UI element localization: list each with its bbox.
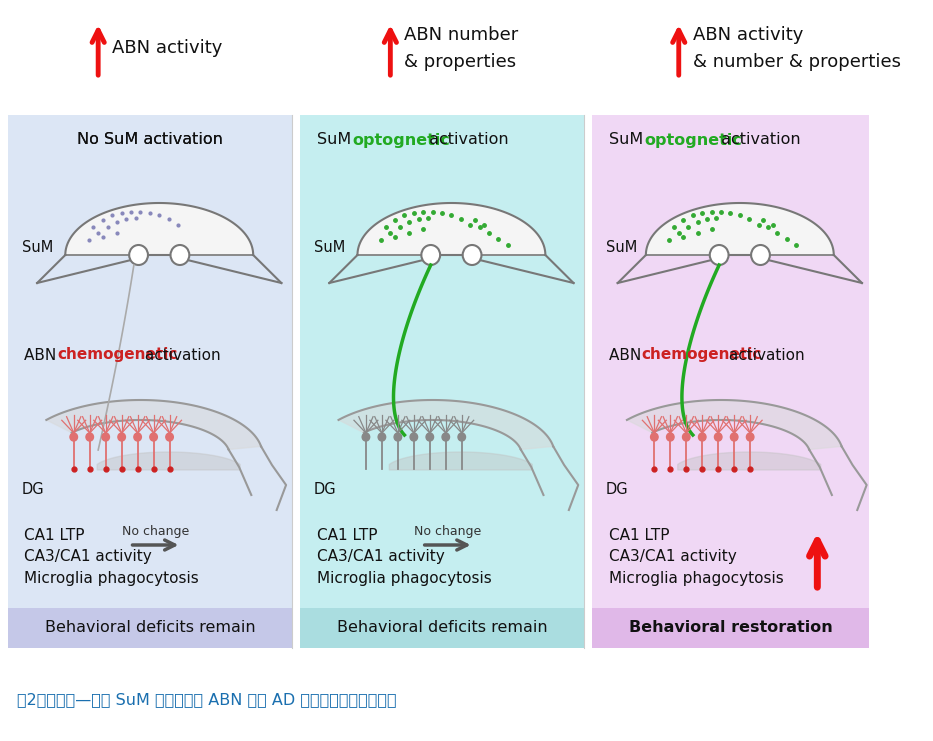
Text: ABN activity: ABN activity [112,39,223,57]
Text: ABN: ABN [608,348,646,362]
Text: SuM: SuM [316,133,356,147]
Bar [299,127,584,152]
Circle shape [746,433,754,441]
Circle shape [411,433,418,441]
Text: optognetic: optognetic [731,133,829,147]
Text: activation: activation [424,133,508,147]
Text: 图2：总结图—激活 SuM 环路修饰的 ABN 改善 AD 小鼠记忆和情感功能。: 图2：总结图—激活 SuM 环路修饰的 ABN 改善 AD 小鼠记忆和情感功能。 [17,693,397,708]
Text: optognetic: optognetic [731,133,829,147]
Text: & properties: & properties [404,53,517,71]
Text: ABN activity: ABN activity [693,26,803,44]
Text: chemogenetic: chemogenetic [57,348,177,362]
Text: optognetic: optognetic [353,133,450,147]
Circle shape [171,245,189,265]
Circle shape [70,433,77,441]
Text: optognetic: optognetic [442,133,540,147]
Text: No SuM activation: No SuM activation [77,133,223,147]
Circle shape [362,433,369,441]
Circle shape [650,433,658,441]
Text: SuM: SuM [608,133,648,147]
Bar [299,115,584,648]
Text: SuM: SuM [21,239,53,254]
Text: SuM: SuM [606,239,637,254]
Text: optognetic: optognetic [442,133,540,147]
Text: CA3/CA1 activity: CA3/CA1 activity [24,550,152,565]
Text: CA3/CA1 activity: CA3/CA1 activity [316,550,444,565]
Polygon shape [627,400,842,450]
Circle shape [394,433,401,441]
Bar [592,127,869,152]
Bar [7,608,292,648]
Circle shape [731,433,738,441]
Bar [7,115,292,648]
Text: No change: No change [122,525,189,537]
Text: & number & properties: & number & properties [693,53,901,71]
Text: Behavioral deficits remain: Behavioral deficits remain [337,620,548,636]
Text: DG: DG [313,482,337,497]
Circle shape [133,433,142,441]
Text: DG: DG [21,482,44,497]
Circle shape [666,433,674,441]
Bar [592,608,869,648]
Circle shape [699,433,706,441]
Polygon shape [339,400,553,450]
Circle shape [458,433,466,441]
Circle shape [150,433,158,441]
Bar [592,115,869,648]
Polygon shape [65,203,253,255]
Circle shape [129,245,148,265]
Circle shape [751,245,770,265]
Text: Microglia phagocytosis: Microglia phagocytosis [24,571,199,586]
Text: chemogenetic: chemogenetic [642,348,762,362]
Circle shape [118,433,125,441]
Bar [299,608,584,648]
Circle shape [166,433,174,441]
Circle shape [710,245,729,265]
Circle shape [378,433,385,441]
Text: ABN number: ABN number [404,26,519,44]
Text: SuM: SuM [691,133,731,147]
Circle shape [442,433,450,441]
Polygon shape [646,203,834,255]
Circle shape [426,433,434,441]
Polygon shape [47,400,261,450]
Polygon shape [389,452,533,470]
Text: CA1 LTP: CA1 LTP [316,528,377,542]
Polygon shape [357,203,546,255]
Text: No change: No change [414,525,481,537]
Circle shape [715,433,722,441]
Polygon shape [677,452,821,470]
Text: CA3/CA1 activity: CA3/CA1 activity [608,550,736,565]
Text: SuM: SuM [313,239,345,254]
Text: SuM: SuM [403,133,442,147]
Text: activation: activation [724,348,805,362]
Text: optognetic: optognetic [645,133,743,147]
Circle shape [86,433,93,441]
Circle shape [422,245,440,265]
Text: activation: activation [140,348,220,362]
Circle shape [683,433,690,441]
Circle shape [463,245,481,265]
Text: CA1 LTP: CA1 LTP [24,528,85,542]
Text: No SuM activation: No SuM activation [77,133,223,147]
Text: CA1 LTP: CA1 LTP [608,528,669,542]
Text: Microglia phagocytosis: Microglia phagocytosis [316,571,492,586]
Text: DG: DG [606,482,629,497]
Text: Behavioral restoration: Behavioral restoration [629,620,832,636]
Polygon shape [97,452,240,470]
Text: ABN: ABN [24,348,62,362]
Text: activation: activation [716,133,801,147]
Text: Microglia phagocytosis: Microglia phagocytosis [608,571,784,586]
Circle shape [102,433,109,441]
Text: Behavioral deficits remain: Behavioral deficits remain [45,620,255,636]
